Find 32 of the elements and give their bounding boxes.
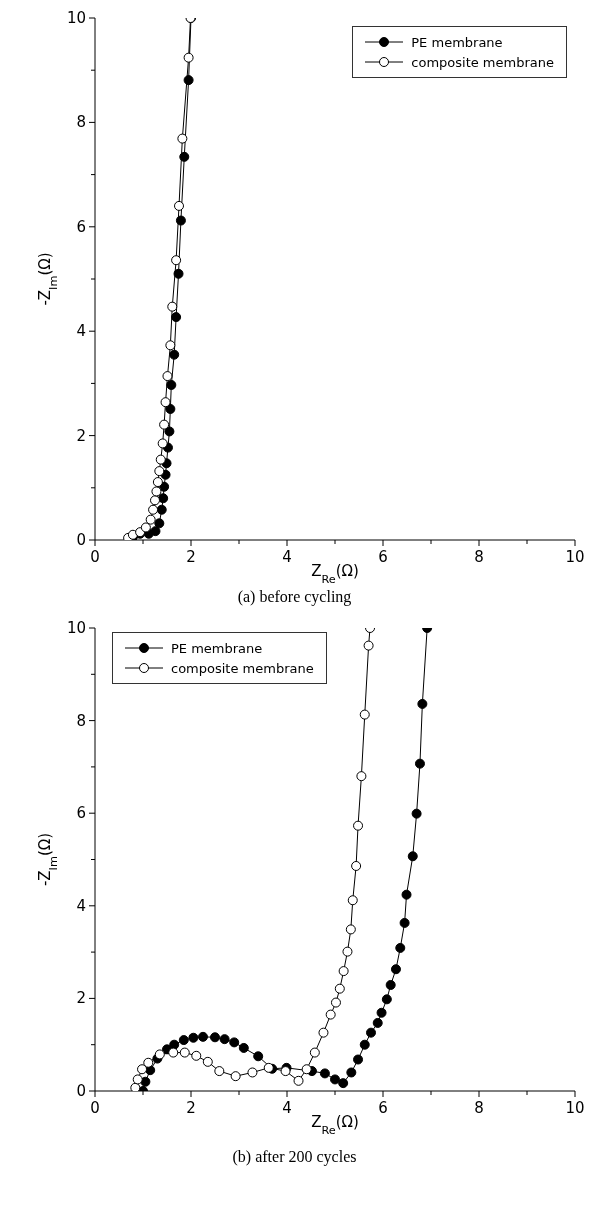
y-tick-label: 10 <box>66 619 86 637</box>
y-tick-label: 4 <box>76 896 86 915</box>
y-tick-label: 6 <box>76 217 86 236</box>
x-tick-label: 0 <box>90 548 100 566</box>
y-tick-label: 8 <box>76 113 86 132</box>
x-tick-label: 10 <box>565 1099 585 1117</box>
x-axis-title: Z$_{Re}$(Ω) <box>311 1113 359 1137</box>
y-tick-label: 8 <box>76 711 86 730</box>
x-tick-label: 6 <box>378 548 388 566</box>
x-tick-label: 10 <box>565 548 585 566</box>
x-tick-label: 4 <box>282 1099 292 1117</box>
text: (a) before cycling <box>236 588 353 606</box>
y-tick-label: 0 <box>76 1082 86 1100</box>
x-tick-label: 6 <box>378 1099 388 1117</box>
x-tick-label: 0 <box>90 1099 100 1117</box>
y-tick-label: 2 <box>76 989 86 1008</box>
legend-label: composite membrane <box>171 660 314 676</box>
text: (b) after 200 cycles <box>231 1148 358 1166</box>
y-tick-label: 4 <box>76 322 86 341</box>
legend-label: PE membrane <box>171 640 263 656</box>
y-tick-label: 0 <box>76 531 86 549</box>
x-tick-label: 2 <box>186 548 196 566</box>
y-tick-label: 2 <box>76 426 86 445</box>
x-axis-title: Z$_{Re}$(Ω) <box>311 562 359 586</box>
x-tick-label: 8 <box>474 1099 484 1117</box>
x-tick-label: 2 <box>186 1099 196 1117</box>
y-tick-label: 10 <box>66 9 86 27</box>
y-tick-label: 6 <box>76 804 86 823</box>
x-tick-label: 8 <box>474 548 484 566</box>
legend-label: composite membrane <box>411 54 554 70</box>
x-tick-label: 4 <box>282 548 292 566</box>
legend-label: PE membrane <box>411 34 503 50</box>
